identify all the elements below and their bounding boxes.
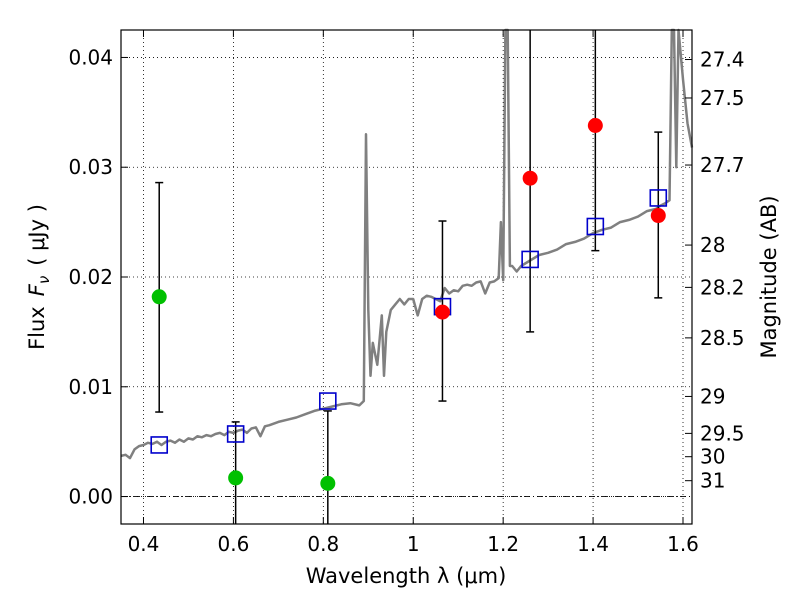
- y2-tick-label: 27.7: [700, 153, 745, 177]
- x-tick-label: 0.6: [217, 532, 249, 556]
- photometry-dot-marker: [522, 170, 538, 186]
- y-axis-label-unit: ( μJy ): [25, 204, 49, 266]
- photometry-dot-marker: [650, 208, 666, 224]
- model-square-marker: [150, 436, 169, 454]
- plot-background: [121, 30, 692, 524]
- y-axis-label-subscript: ν: [35, 276, 53, 284]
- spectrum-line: [120, 28, 694, 460]
- y2-axis-label: Magnitude (AB): [757, 195, 781, 358]
- model-square-marker: [586, 217, 605, 236]
- y2-tick-label: 27.4: [700, 48, 745, 72]
- x-tick-label: 1.2: [487, 532, 519, 556]
- spectrum-group: [120, 28, 694, 460]
- y-ticks: 0.00 0.01 0.02 0.03 0.04: [68, 45, 128, 509]
- x-tick-label: 1: [407, 532, 420, 556]
- photometry-dot-marker: [320, 475, 336, 491]
- y-tick-label: 0.01: [68, 375, 113, 399]
- y2-tick-label: 28.2: [700, 275, 745, 299]
- x-tick-label: 0.8: [307, 532, 339, 556]
- y-tick-label: 0.02: [68, 265, 113, 289]
- markers: [150, 118, 668, 491]
- x-tick-label: 1.6: [667, 532, 699, 556]
- y2-tick-label: 27.5: [700, 86, 745, 110]
- y-axis-label: Flux Fν ( μJy ): [25, 204, 53, 350]
- y-tick-label: 0.04: [68, 45, 113, 69]
- x-tick-label: 0.4: [128, 532, 160, 556]
- x-axis-label: Wavelength λ (μm): [306, 564, 507, 588]
- y-tick-label: 0.03: [68, 155, 113, 179]
- model-square-marker: [319, 392, 337, 410]
- y2-tick-label: 29: [700, 384, 725, 408]
- photometry-dot-marker: [228, 470, 244, 486]
- y2-tick-label: 28.5: [700, 326, 745, 350]
- x-tick-label: 1.4: [577, 532, 609, 556]
- photometry-dot-marker: [434, 304, 450, 320]
- y-tick-label: 0.00: [68, 485, 113, 509]
- model-square-marker: [521, 250, 539, 269]
- model-square-marker: [226, 425, 245, 443]
- photometry-dot-marker: [587, 118, 603, 134]
- x-ticks: 0.4 0.6 0.8 1 1.2 1.4 1.6: [128, 30, 699, 556]
- model-square-marker: [649, 189, 668, 207]
- y-axis-label-symbol: F: [25, 283, 49, 296]
- y-axis-label-prefix: Flux: [25, 306, 49, 350]
- y2-tick-label: 29.5: [700, 421, 745, 445]
- y2-tick-label: 31: [700, 469, 725, 493]
- y2-tick-label: 30: [700, 445, 725, 469]
- y2-tick-label: 28: [700, 233, 725, 257]
- photometry-dot-marker: [151, 289, 167, 305]
